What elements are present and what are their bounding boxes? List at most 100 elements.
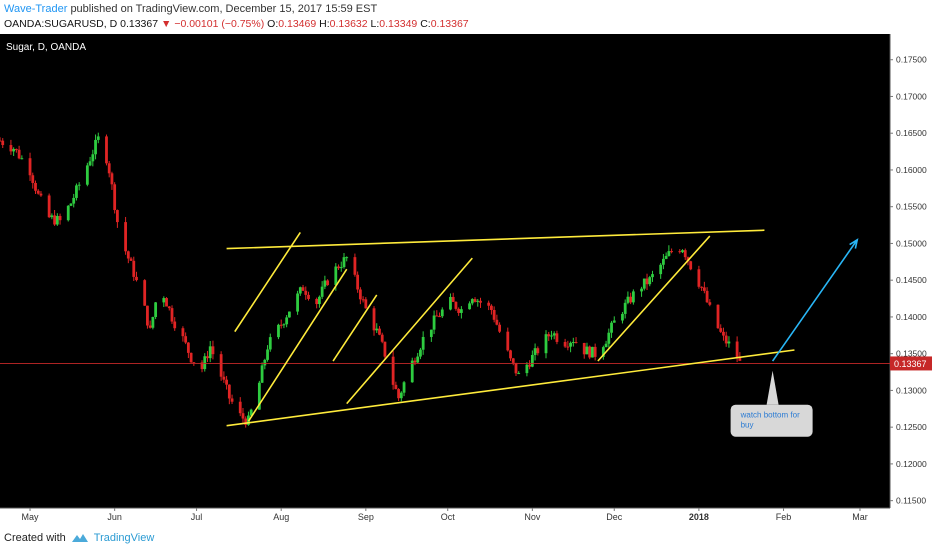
candle-body (301, 287, 305, 291)
price-axis[interactable]: 0.17500 0.17000 0.16500 0.16000 0.15500 0.150… (890, 55, 927, 506)
candle-body (459, 309, 463, 313)
candle-body (533, 348, 537, 355)
candle (525, 362, 529, 377)
candle (20, 155, 24, 160)
upper-channel-line[interactable] (226, 229, 765, 250)
open-value: 0.13469 (278, 18, 317, 30)
candle-body (454, 301, 458, 309)
candle-body (151, 317, 155, 328)
candle-body (544, 334, 548, 354)
candle-body (285, 317, 289, 325)
candle-body (279, 324, 283, 326)
target-arrow-line[interactable] (771, 239, 858, 362)
candle (528, 360, 532, 370)
candle (132, 256, 136, 282)
candle (402, 380, 406, 397)
candle (353, 253, 357, 277)
candle (66, 205, 70, 222)
lower-channel-line[interactable] (226, 349, 795, 427)
candle-body (241, 413, 245, 419)
candle (495, 314, 499, 326)
channel-2-lower[interactable] (346, 257, 473, 405)
channel-3-upper[interactable] (597, 235, 711, 362)
high-label: H: (319, 18, 330, 30)
candle-body (708, 302, 712, 305)
channel-1-lower[interactable] (247, 268, 348, 422)
last-price: 0.13367 (120, 18, 159, 30)
candle (555, 330, 559, 345)
candle (55, 213, 59, 226)
last-price-label: 0.13367 (894, 359, 927, 369)
candle-body (323, 280, 327, 287)
candle (719, 324, 723, 333)
candle (219, 351, 223, 381)
price-change: −0.00101 (−0.75%) (174, 18, 265, 30)
candle (31, 172, 35, 189)
candle-body (91, 154, 95, 162)
candle-body (702, 287, 706, 291)
candle (184, 332, 188, 345)
channel-1-upper[interactable] (234, 231, 301, 333)
candle (506, 327, 510, 352)
candle-body (345, 257, 349, 259)
candle-body (514, 362, 518, 374)
candle (419, 347, 422, 360)
candle-body (9, 145, 13, 152)
candle (266, 345, 269, 362)
candle (110, 171, 114, 190)
candle-body (487, 302, 491, 306)
candle (490, 304, 493, 315)
candle-body (154, 302, 158, 318)
price-tick-label: 0.16500 (896, 128, 927, 138)
tradingview-brand[interactable]: TradingView (93, 532, 155, 544)
candle-body (662, 258, 665, 265)
candle (645, 273, 649, 290)
candle-body (263, 359, 267, 366)
candle (143, 279, 147, 306)
candle-body (50, 215, 54, 218)
time-axis[interactable]: May Jun Jul Aug Sep Oct Nov Dec 2018 Feb Mar (22, 508, 868, 522)
channel-2-upper[interactable] (332, 294, 378, 362)
candle-body (552, 333, 556, 336)
candle (705, 287, 709, 304)
candle-body (563, 341, 567, 347)
candle-body (678, 251, 682, 253)
candle-body (612, 320, 616, 323)
candle (14, 148, 18, 153)
time-tick-label: Jun (107, 512, 122, 522)
candle-body (394, 384, 398, 390)
candle (285, 315, 289, 328)
candle-body (399, 392, 403, 399)
candle (342, 253, 346, 269)
candle (230, 394, 234, 405)
candle-body (268, 337, 272, 350)
candle-body (738, 357, 742, 361)
candle (287, 311, 291, 318)
candle-body (167, 306, 171, 309)
candle (416, 352, 420, 364)
author-link[interactable]: Wave-Trader (4, 3, 68, 15)
candle-body (664, 255, 668, 259)
candle-body (601, 347, 605, 357)
candle (629, 292, 633, 305)
candle-body (230, 398, 234, 402)
candle-body (342, 257, 346, 268)
down-triangle-icon: ▼ (161, 18, 172, 30)
candle-body (517, 373, 521, 375)
candle-body (170, 308, 174, 322)
candle (135, 271, 138, 282)
candle-body (623, 302, 627, 314)
candle (410, 357, 414, 383)
candle-body (528, 364, 532, 367)
candle (277, 323, 280, 340)
candle-body (222, 376, 226, 380)
candle (667, 245, 671, 257)
candle-body (509, 350, 512, 359)
candle (631, 289, 635, 305)
candle-body (39, 193, 43, 196)
candle (716, 304, 720, 329)
candle (459, 306, 463, 319)
candle (323, 275, 327, 290)
